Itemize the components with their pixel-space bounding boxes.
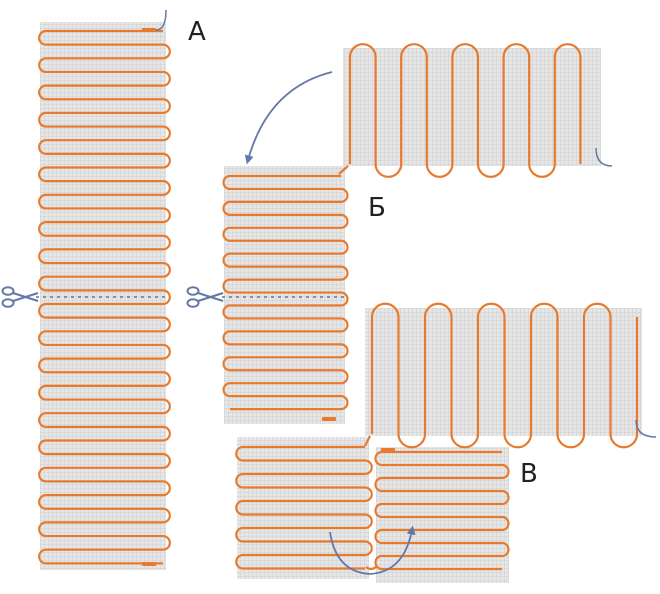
curved-arrow-icon bbox=[244, 71, 333, 165]
mat-a bbox=[36, 9, 171, 570]
scissors-icon bbox=[1, 286, 39, 308]
mat-a-lead-wire bbox=[155, 9, 167, 31]
mat-b-vertical-mesh bbox=[343, 48, 601, 166]
mat-b-horizontal-mesh bbox=[224, 166, 345, 424]
curved-arrow-icon bbox=[329, 525, 416, 575]
mat-b-vertical-cable bbox=[348, 43, 582, 178]
mat-b-horizontal-cable bbox=[222, 174, 349, 411]
mat-v-right-cable bbox=[374, 450, 510, 571]
label-b: Б bbox=[368, 193, 386, 223]
mat-b-lead-wire bbox=[595, 147, 613, 167]
mat-a-heating-cable bbox=[38, 29, 171, 565]
label-v: В bbox=[520, 459, 538, 489]
mat-v bbox=[235, 302, 657, 583]
mat-v-left-mesh bbox=[237, 437, 369, 579]
mat-a-cable-end-bottom bbox=[142, 562, 156, 566]
mat-a-cable-coupling-top bbox=[142, 28, 156, 32]
mat-v-cable-link bbox=[364, 435, 371, 447]
mat-v-vertical-cable bbox=[370, 302, 639, 449]
mat-v-lead-wire bbox=[635, 419, 657, 438]
mat-v-left-cable bbox=[235, 445, 373, 570]
label-a: А bbox=[188, 17, 206, 47]
mat-b-cable-end bbox=[322, 417, 336, 421]
mat-b bbox=[222, 43, 613, 424]
scissors-icon bbox=[186, 286, 224, 308]
mat-b-cable-link bbox=[338, 165, 349, 175]
mat-v-cable-bridge bbox=[365, 566, 377, 571]
mat-v-cable-end bbox=[381, 448, 395, 452]
